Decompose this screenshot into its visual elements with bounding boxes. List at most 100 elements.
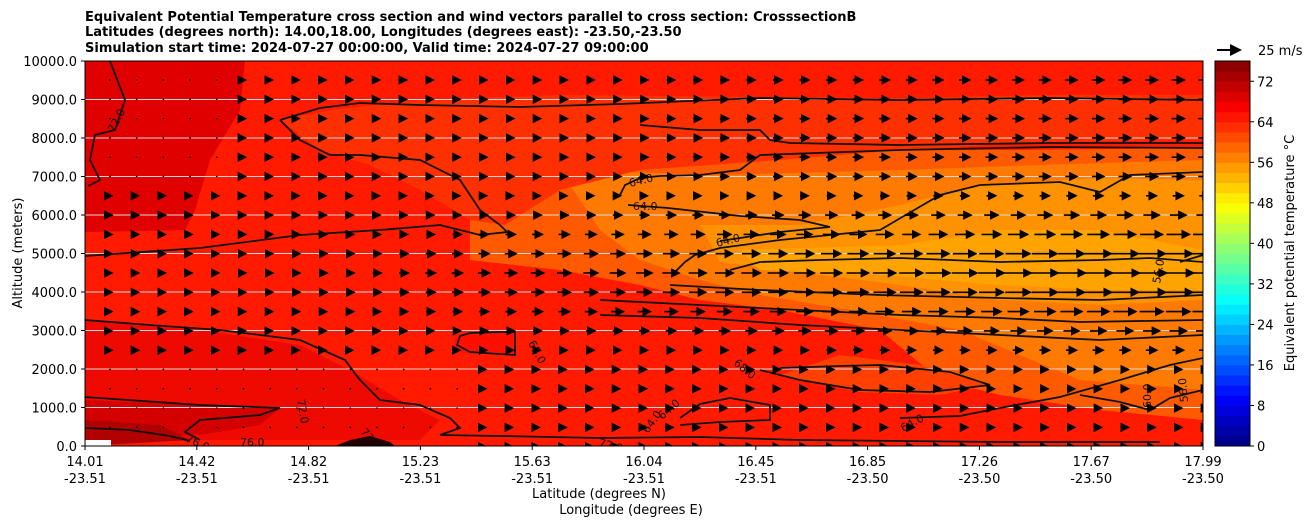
wind-vector — [402, 368, 405, 371]
y-axis-label: Altitude (meters) — [11, 198, 26, 309]
x-tick-label-latitude: 16.04 — [625, 455, 662, 470]
chart-subtitle-coordinates: Latitudes (degrees north): 14.00,18.00, … — [85, 25, 682, 40]
colorbar-gradient — [1215, 61, 1250, 447]
y-tick-label: 6000.0 — [32, 209, 78, 224]
wind-vector — [189, 368, 192, 371]
wind-vector — [109, 175, 111, 178]
colorbar-label: Equivalent potential temperature °C — [1283, 135, 1298, 371]
colorbar-level — [1215, 71, 1250, 82]
x-tick-label-latitude: 15.63 — [514, 455, 551, 470]
colorbar-level — [1215, 131, 1250, 143]
colorbar-level — [1215, 364, 1250, 376]
colorbar-level — [1215, 182, 1250, 194]
x-tick-label-latitude: 14.01 — [66, 455, 103, 470]
wind-vector — [109, 407, 111, 409]
colorbar-frame — [1214, 60, 1251, 447]
colorbar-level — [1215, 111, 1250, 123]
x-tick-label-longitude: -23.51 — [511, 472, 553, 487]
colorbar-level — [1215, 324, 1250, 336]
colorbar-level — [1215, 101, 1250, 113]
contour-68-small-pocket — [455, 331, 516, 356]
wind-vector — [109, 368, 111, 371]
x-tick-label-latitude: 14.42 — [178, 455, 215, 470]
wind-vector — [242, 407, 245, 409]
y-tick-label: 3000.0 — [32, 325, 78, 340]
wind-vector — [402, 407, 405, 409]
x-tick-label-latitude: 17.26 — [961, 455, 998, 470]
wind-vector — [215, 175, 218, 178]
colorbar-level — [1215, 212, 1250, 224]
x-tick-label-longitude: -23.50 — [847, 472, 889, 487]
wind-vector — [429, 407, 432, 409]
colorbar-tick-label: 16 — [1257, 359, 1274, 374]
colorbar-level — [1215, 415, 1250, 427]
wind-vector — [109, 426, 111, 429]
colorbar-level — [1215, 385, 1250, 396]
wind-vector — [135, 137, 138, 139]
contour-60-mid — [729, 257, 1203, 271]
wind-vector — [322, 368, 325, 371]
colorbar-level — [1215, 81, 1250, 92]
wind-vector — [162, 175, 165, 178]
contour-label: 64.0 — [715, 231, 742, 250]
theta-e-small-pocket — [455, 330, 515, 355]
wind-vector — [109, 156, 111, 159]
wind-vector — [189, 137, 192, 139]
colorbar-level — [1215, 223, 1250, 234]
x-tick-label-longitude: -23.50 — [958, 472, 1000, 487]
contour-72-upper-left — [87, 61, 126, 187]
x-tick-label-longitude: -23.51 — [288, 472, 330, 487]
wind-vector — [162, 137, 165, 139]
wind-vector — [135, 79, 138, 81]
colorbar-level — [1215, 172, 1250, 184]
wind-vector — [162, 407, 165, 409]
wind-vector — [109, 387, 111, 390]
wind-vector — [349, 387, 352, 390]
colorbar-tick-label: 64 — [1257, 116, 1274, 131]
x-tick-label-latitude: 15.23 — [402, 455, 439, 470]
colorbar-tick-label: 32 — [1257, 278, 1274, 293]
colorbar-level — [1215, 354, 1250, 366]
y-tick-label: 10000.0 — [23, 55, 77, 70]
colorbar-tick-label: 72 — [1257, 75, 1274, 90]
colorbar-tick-label: 8 — [1257, 399, 1265, 414]
contour-label: 72.0 — [294, 398, 311, 424]
wind-vector — [296, 368, 298, 371]
wind-vector — [429, 387, 432, 390]
wind-vector — [215, 387, 218, 390]
wind-vector — [189, 407, 192, 409]
colorbar-level — [1215, 233, 1250, 244]
wind-vector — [429, 426, 432, 429]
wind-vector — [402, 426, 405, 429]
wind-vector — [456, 368, 458, 371]
terrain-white-patch — [85, 440, 111, 446]
wind-vector — [189, 98, 192, 101]
wind-vector — [215, 137, 218, 139]
x-axis-label-longitude: Longitude (degrees E) — [559, 503, 703, 518]
contour-72-upper-band — [279, 97, 1203, 121]
wind-vector — [269, 407, 272, 409]
wind-vector — [162, 98, 165, 101]
wind-vector — [135, 387, 138, 390]
wind-vector — [189, 79, 192, 81]
wind-vector — [215, 98, 218, 101]
contour-76-surface — [85, 427, 191, 442]
colorbar-level — [1215, 243, 1250, 254]
colorbar-level — [1215, 273, 1250, 285]
wind-vector — [456, 426, 458, 429]
y-tick-label: 7000.0 — [32, 171, 78, 186]
wind-vector — [162, 426, 165, 429]
y-tick-label: 4000.0 — [32, 286, 78, 301]
wind-vector — [349, 426, 352, 429]
colorbar-ticks: 0 8 16 24 32 40 48 56 64 72 — [1250, 75, 1274, 455]
wind-vector — [269, 426, 272, 429]
wind-vector — [215, 368, 218, 371]
chart-subtitle-times: Simulation start time: 2024-07-27 00:00:… — [85, 41, 649, 56]
colorbar-level — [1215, 375, 1250, 386]
x-tick-label-latitude: 16.85 — [849, 455, 886, 470]
wind-vector — [376, 426, 378, 429]
wind-vector — [349, 368, 352, 371]
colorbar-level — [1215, 253, 1250, 265]
wind-vector — [242, 426, 245, 429]
wind-vector — [109, 79, 111, 81]
